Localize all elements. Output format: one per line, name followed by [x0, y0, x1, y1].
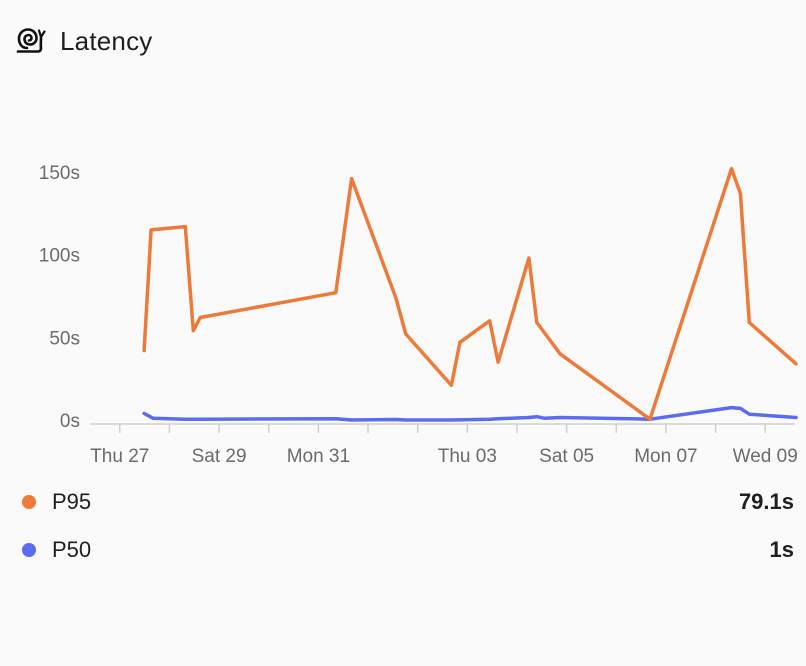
card-title: Latency — [60, 25, 153, 56]
x-tick-label: Sat 05 — [539, 446, 594, 467]
card-header: Latency — [14, 22, 152, 60]
x-tick-label: Mon 07 — [634, 446, 697, 467]
snail-icon — [14, 25, 46, 57]
legend-value-p95: 79.1s — [738, 489, 794, 514]
x-tick-label: Sat 29 — [192, 446, 247, 467]
y-tick-label: 150s — [39, 163, 80, 184]
series-line-p50 — [142, 405, 798, 422]
x-tick-label: Thu 27 — [90, 446, 149, 467]
x-axis: Thu 27 Sat 29 Mon 31 Thu 03 Sat 05 Mon 07 Wed … — [90, 423, 798, 467]
x-tick-label: Wed 09 — [733, 446, 798, 467]
legend-label-p95: P95 — [52, 489, 92, 514]
series-group — [142, 166, 798, 422]
legend-item-p95[interactable]: P95 79.1s — [0, 482, 806, 522]
x-tick-label: Mon 31 — [287, 446, 350, 467]
legend-value-p50: 1s — [769, 537, 794, 562]
x-tick-label: Thu 03 — [438, 446, 497, 467]
y-tick-label: 100s — [39, 246, 80, 267]
y-tick-label: 0s — [60, 411, 80, 432]
y-tick-label: 50s — [49, 328, 80, 349]
p50-legend-dot — [22, 543, 36, 557]
latency-line-chart: 0s 50s 100s 150s Thu 27 Sat 29 Mon 31 Thu 03 Sa… — [39, 163, 798, 467]
series-line-p95 — [142, 166, 798, 421]
legend-item-p50[interactable]: P50 1s — [0, 530, 806, 570]
p95-legend-dot — [22, 495, 36, 509]
y-axis-labels: 0s 50s 100s 150s — [39, 163, 80, 432]
legend-label-p50: P50 — [52, 537, 92, 562]
